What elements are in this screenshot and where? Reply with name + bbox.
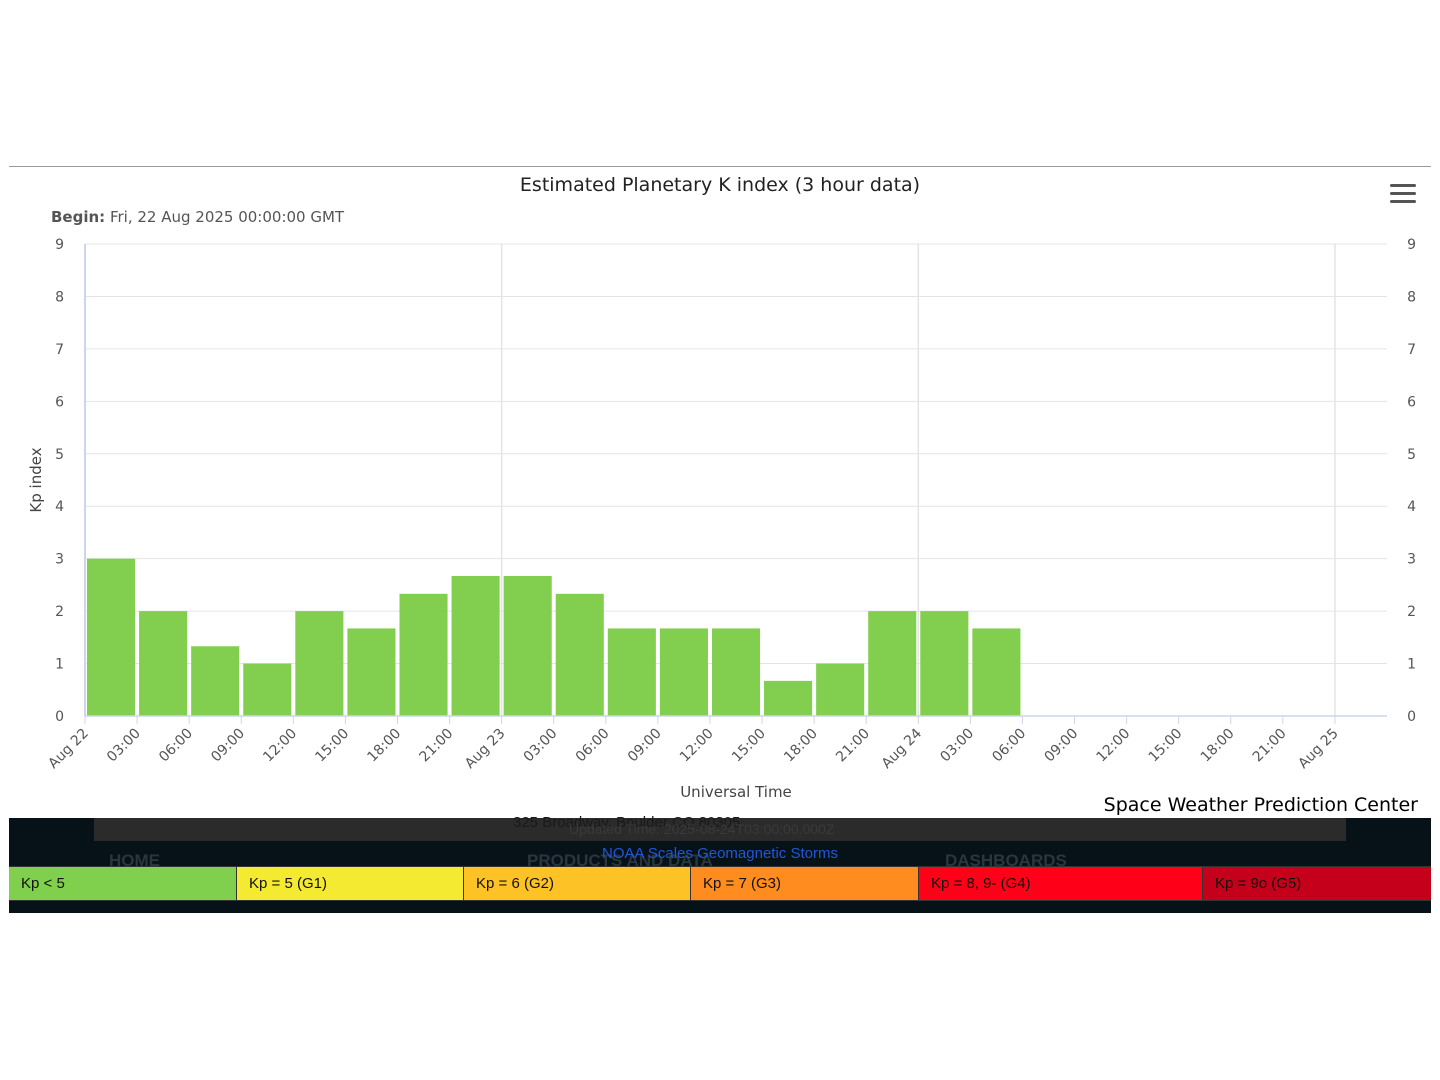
x-tick-label: 06:00 [989, 726, 1029, 766]
y-tick-label: 9 [55, 237, 64, 253]
y-axis-title: Kp index [27, 447, 45, 512]
legend-cell: Kp = 7 (G3) [691, 867, 919, 900]
y-tick-label-right: 8 [1407, 289, 1416, 305]
y-tick-label: 3 [55, 552, 64, 568]
x-tick-label: 06:00 [156, 726, 196, 766]
y-tick-label-right: 2 [1407, 604, 1416, 620]
x-tick-label: 15:00 [729, 726, 769, 766]
kp-bar [607, 628, 656, 716]
kp-bar [503, 575, 552, 716]
begin-value: Fri, 22 Aug 2025 00:00:00 GMT [109, 208, 345, 226]
x-tick-label: 15:00 [1146, 726, 1186, 766]
credit-text: Space Weather Prediction Center [1103, 794, 1418, 816]
grid-lines [85, 243, 1387, 716]
y-tick-label: 8 [55, 289, 64, 305]
x-tick-label: 12:00 [260, 726, 300, 766]
y-tick-label-right: 7 [1407, 342, 1416, 358]
x-tick-label: 18:00 [1198, 726, 1238, 766]
legend-cell: Kp = 6 (G2) [464, 867, 691, 900]
y-tick-label-right: 6 [1407, 394, 1416, 410]
kp-bar [764, 680, 813, 716]
hamburger-menu-icon[interactable] [1390, 184, 1416, 206]
nav-dashboards[interactable]: DASHBOARDS [945, 851, 1067, 870]
kp-bar-chart: 0 0 1 1 2 2 3 3 4 4 5 5 6 6 7 7 8 8 9 9 Aug 22 03:00 06:00 09:0… [27, 237, 1416, 801]
y-tick-label-right: 9 [1407, 237, 1416, 253]
footer-updated-time: Updated Time: 2025-08-24T03:00:00.000Z [569, 821, 835, 837]
chart-title: Estimated Planetary K index (3 hour data… [519, 174, 921, 196]
kp-bar [399, 593, 448, 716]
x-tick-label: 09:00 [208, 726, 248, 766]
nav-home[interactable]: HOME [109, 851, 160, 870]
kp-bar [243, 663, 292, 716]
x-tick-label: 12:00 [1094, 726, 1134, 766]
x-tick-label: 03:00 [104, 726, 144, 766]
x-tick-label: 03:00 [521, 726, 561, 766]
x-tick-label: 09:00 [625, 726, 665, 766]
menu-line [1390, 184, 1416, 187]
x-tick-label: 21:00 [833, 726, 873, 766]
legend-cell: Kp = 9o (G5) [1203, 867, 1431, 900]
y-tick-label: 4 [55, 499, 64, 515]
x-tick-label: 03:00 [937, 726, 977, 766]
kp-bar [347, 628, 396, 716]
kp-bar [87, 558, 136, 716]
legend-cell: Kp = 8, 9- (G4) [919, 867, 1203, 900]
kp-bar [191, 646, 240, 716]
begin-time: Begin: Fri, 22 Aug 2025 00:00:00 GMT [51, 208, 344, 226]
footer-address: 325 Broadway, Boulder CO 80305 [513, 814, 741, 831]
top-divider [9, 166, 1431, 167]
x-tick-label: 21:00 [1250, 726, 1290, 766]
x-tick-label: 06:00 [573, 726, 613, 766]
x-tick-label: 12:00 [677, 726, 717, 766]
kp-bar [139, 611, 188, 716]
x-tick-label: Aug 25 [1295, 726, 1341, 772]
kp-bar [868, 611, 917, 716]
begin-label: Begin: [51, 208, 106, 226]
y-tick-label: 0 [55, 709, 64, 725]
kp-bar [659, 628, 708, 716]
kp-bar [295, 611, 344, 716]
x-axis-title: Universal Time [680, 783, 792, 801]
kp-bar [816, 663, 865, 716]
nav-products-and-data[interactable]: PRODUCTS AND DATA [527, 851, 713, 870]
x-tick-label: 15:00 [312, 726, 352, 766]
y-tick-label: 1 [55, 657, 64, 673]
menu-line [1390, 200, 1416, 203]
kp-legend-bar: Kp < 5 Kp = 5 (G1) Kp = 6 (G2) Kp = 7 (G3) K… [9, 866, 1431, 901]
kp-bar [555, 593, 604, 716]
y-tick-label: 5 [55, 447, 64, 463]
x-tick-label: 21:00 [417, 726, 457, 766]
y-tick-label-right: 3 [1407, 552, 1416, 568]
y-tick-label-right: 1 [1407, 657, 1416, 673]
y-tick-label: 6 [55, 394, 64, 410]
x-tick-label: 09:00 [1041, 726, 1081, 766]
axes [84, 244, 1387, 724]
bars [87, 558, 1021, 716]
kp-bar [972, 628, 1021, 716]
x-tick-label: Aug 23 [462, 726, 508, 772]
menu-line [1390, 192, 1416, 195]
footer-inner-bar [94, 818, 1346, 841]
y-tick-label: 2 [55, 604, 64, 620]
y-tick-label-right: 0 [1407, 709, 1416, 725]
x-tick-label: 18:00 [364, 726, 404, 766]
x-tick-label: 18:00 [781, 726, 821, 766]
x-tick-label: Aug 22 [45, 726, 91, 772]
x-tick-label: Aug 24 [879, 725, 925, 771]
y-tick-label: 7 [55, 342, 64, 358]
kp-bar [451, 575, 500, 716]
legend-cell: Kp < 5 [9, 867, 237, 900]
kp-bar [920, 611, 969, 716]
kp-bar [711, 628, 761, 716]
noaa-scales-link[interactable]: NOAA Scales Geomagnetic Storms [602, 845, 838, 862]
y-tick-label-right: 4 [1407, 499, 1416, 515]
y-tick-label-right: 5 [1407, 447, 1416, 463]
legend-cell: Kp = 5 (G1) [237, 867, 464, 900]
